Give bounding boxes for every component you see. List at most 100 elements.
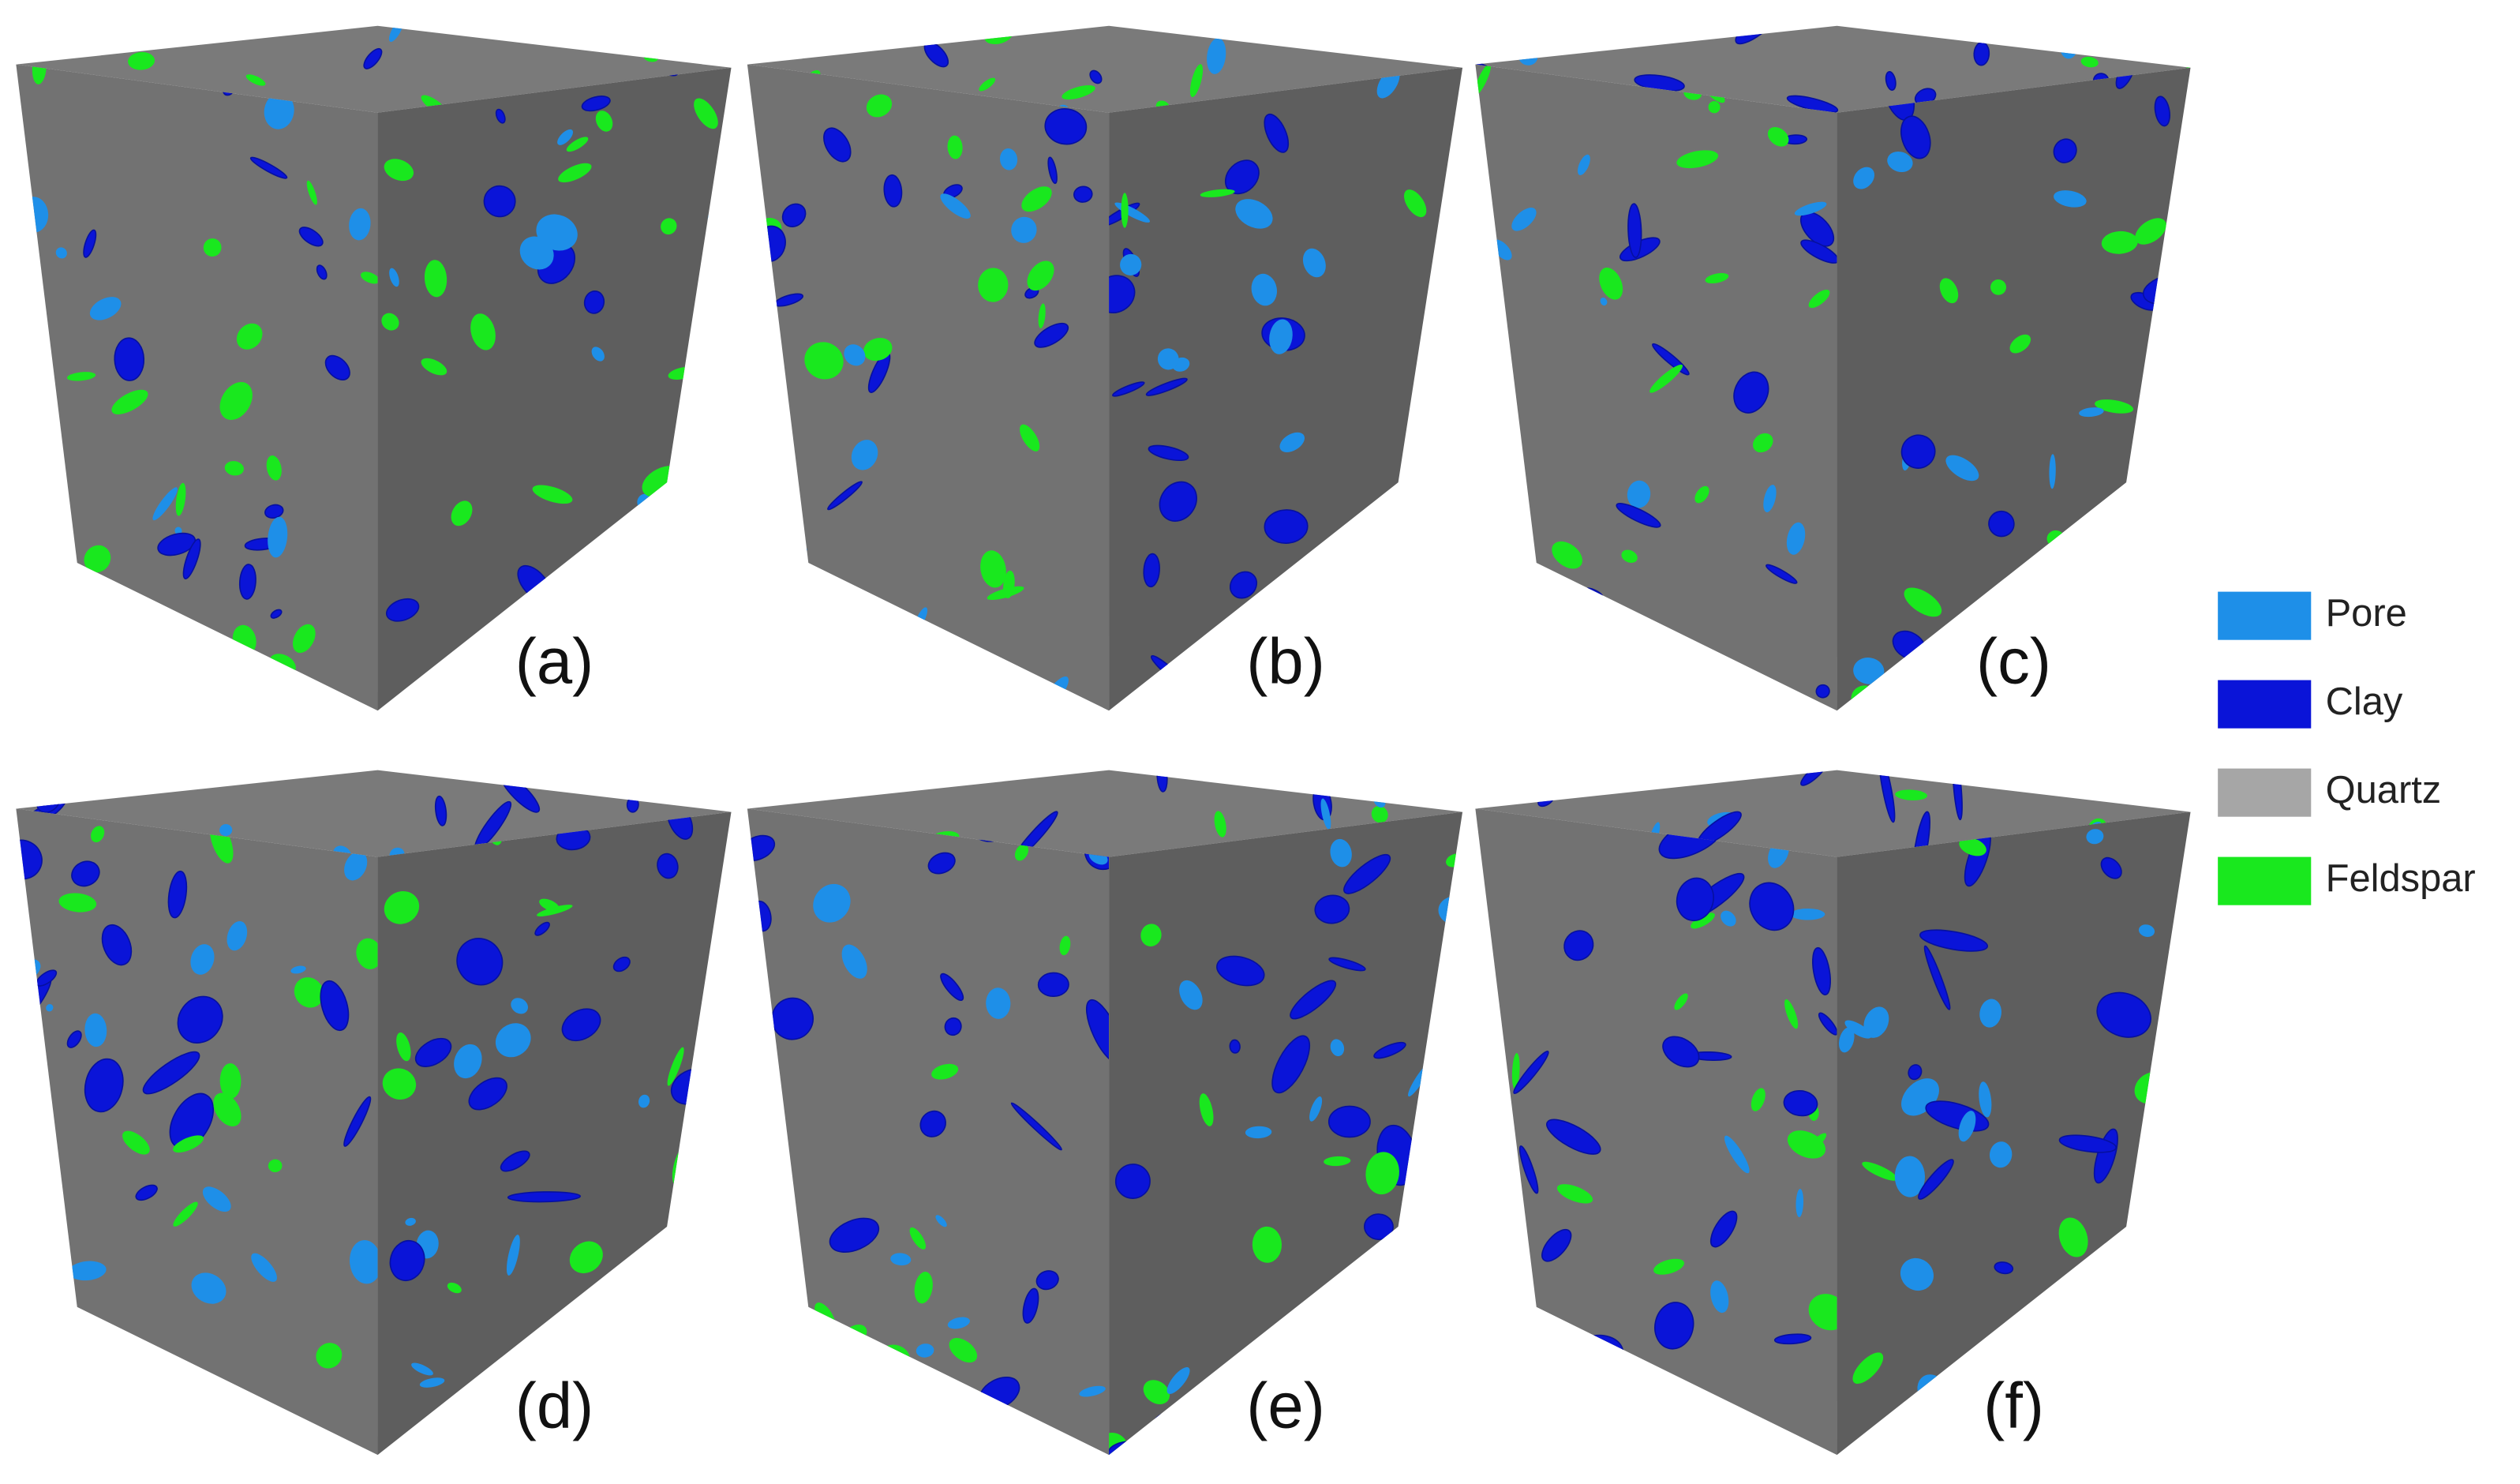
mineral-grain xyxy=(1904,587,1942,617)
mineral-grain xyxy=(32,64,47,84)
mineral-grain xyxy=(581,96,611,112)
mineral-grain xyxy=(1710,1280,1729,1313)
mineral-grain xyxy=(616,653,646,689)
mineral-grain xyxy=(1404,1240,1442,1280)
cube-face xyxy=(16,64,378,711)
mineral-grain xyxy=(1302,248,1326,278)
mineral-grain xyxy=(890,1253,912,1266)
mineral-grain xyxy=(1328,957,1366,972)
mineral-grain xyxy=(290,965,306,974)
mineral-grain xyxy=(615,642,650,677)
mineral-grain xyxy=(1324,1156,1351,1167)
mineral-grain xyxy=(536,214,578,251)
mineral-grain xyxy=(389,1239,425,1282)
mineral-grain xyxy=(675,1307,693,1328)
mineral-grain xyxy=(940,193,971,219)
mineral-grain xyxy=(1483,1436,1507,1456)
mineral-grain xyxy=(1808,289,1830,309)
mineral-grain xyxy=(1035,1270,1059,1291)
mineral-grain xyxy=(1852,1352,1884,1385)
mineral-grain xyxy=(2096,991,2151,1038)
mineral-grain xyxy=(632,607,653,628)
panel-label: (a) xyxy=(515,626,594,698)
mineral-grain xyxy=(2144,547,2168,579)
cube-face xyxy=(1837,811,2191,1456)
mineral-grain xyxy=(1650,1403,1666,1418)
mineral-grain xyxy=(1887,151,1913,173)
mineral-grain xyxy=(1541,1228,1572,1262)
mineral-grain xyxy=(1290,980,1337,1020)
mineral-grain xyxy=(1114,1164,1151,1199)
mineral-grain xyxy=(1269,319,1293,354)
mineral-grain xyxy=(1808,1294,1837,1331)
mineral-grain xyxy=(203,238,222,257)
mineral-grain xyxy=(561,1008,601,1042)
mineral-grain xyxy=(1800,239,1837,264)
cube-face xyxy=(1475,808,1837,1456)
mineral-grain xyxy=(844,344,866,366)
mineral-grain xyxy=(1788,701,1821,711)
mineral-grain xyxy=(268,516,288,558)
mineral-grain xyxy=(349,208,371,241)
mineral-grain xyxy=(1751,1088,1765,1111)
mineral-grain xyxy=(1264,113,1290,153)
mineral-grain xyxy=(1894,1156,1926,1197)
mineral-grain xyxy=(851,440,878,470)
mineral-grain xyxy=(175,482,186,516)
mineral-grain xyxy=(306,180,317,205)
mineral-grain xyxy=(1159,481,1197,522)
legend-swatch xyxy=(2218,856,2312,905)
mineral-grain xyxy=(1330,838,1352,868)
mineral-grain xyxy=(1862,1161,1898,1181)
mineral-grain xyxy=(389,268,399,287)
panel-label: (d) xyxy=(515,1370,594,1442)
mineral-grain xyxy=(68,1261,107,1281)
mineral-grain xyxy=(657,853,679,879)
mineral-grain xyxy=(316,1343,343,1369)
mineral-grain xyxy=(173,1135,204,1153)
mineral-grain xyxy=(1616,503,1661,528)
mineral-grain xyxy=(1694,485,1709,504)
mineral-grain xyxy=(1314,894,1350,924)
mineral-grain xyxy=(2080,56,2099,68)
mineral-grain xyxy=(511,998,528,1014)
mineral-grain xyxy=(1900,434,1936,469)
cube-face xyxy=(1837,67,2191,711)
mineral-grain xyxy=(42,693,70,711)
mineral-grain xyxy=(826,1331,852,1382)
mineral-grain xyxy=(1767,127,1789,147)
mineral-grain xyxy=(1621,549,1638,564)
mineral-grain xyxy=(1676,877,1714,922)
mineral-grain xyxy=(101,924,133,966)
mineral-grain xyxy=(238,564,256,600)
mineral-grain xyxy=(1990,279,2007,295)
mineral-grain xyxy=(1477,417,1496,426)
mineral-grain xyxy=(1207,38,1226,74)
mineral-grain xyxy=(135,1184,158,1201)
mineral-grain xyxy=(84,1013,107,1047)
mineral-grain xyxy=(1979,1081,1992,1118)
mineral-grain xyxy=(1309,1096,1323,1122)
mineral-grain xyxy=(1251,273,1278,306)
mineral-grain xyxy=(1022,1287,1039,1324)
mineral-grain xyxy=(128,51,155,70)
mineral-grain xyxy=(667,1047,684,1086)
mineral-grain xyxy=(1863,1006,1889,1038)
mineral-grain xyxy=(1200,189,1235,197)
mineral-grain xyxy=(1815,684,1830,699)
mineral-grain xyxy=(316,264,328,280)
mineral-grain xyxy=(1786,522,1806,555)
mineral-grain xyxy=(1120,253,1142,275)
mineral-grain xyxy=(470,313,496,350)
legend-label: Quartz xyxy=(2326,769,2442,811)
cube-face xyxy=(377,67,732,711)
mineral-grain xyxy=(1946,1445,2001,1456)
mineral-grain xyxy=(1783,1089,1818,1117)
mineral-grain xyxy=(957,1430,1005,1456)
mineral-grain xyxy=(384,890,420,924)
mineral-grain xyxy=(612,956,631,972)
cube-face xyxy=(747,64,1110,711)
mineral-grain xyxy=(539,898,560,912)
mineral-grain xyxy=(46,1004,54,1012)
mineral-grain xyxy=(1312,559,1349,603)
